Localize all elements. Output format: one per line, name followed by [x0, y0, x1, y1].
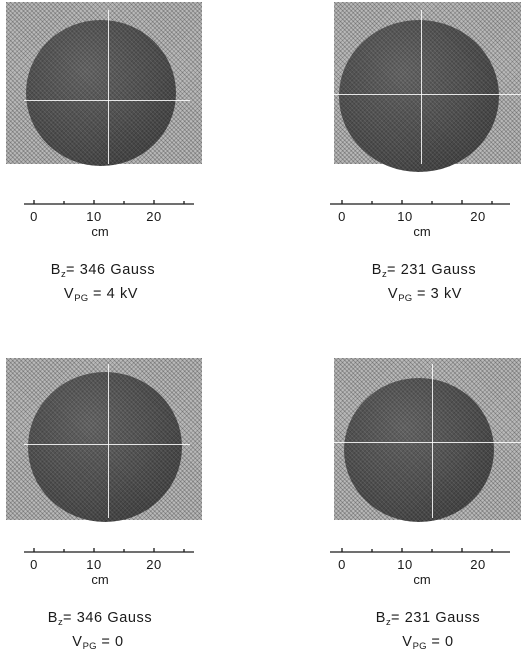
plasma-photo: [6, 2, 202, 166]
tick-label-20: 20: [470, 209, 486, 224]
crosshair-vertical: [432, 364, 433, 518]
plasma-photo: [334, 2, 521, 172]
caption-bz: Bz= 346 Gauss: [50, 262, 156, 280]
tick-label-20: 20: [146, 209, 162, 224]
caption-vpg: VPG = 4 kV: [63, 286, 139, 304]
tick-label-10: 10: [397, 209, 413, 224]
crosshair-horizontal: [334, 94, 521, 95]
caption-bz: Bz= 346 Gauss: [47, 610, 153, 628]
tick-label-20: 20: [470, 557, 486, 572]
crosshair-vertical: [108, 10, 109, 164]
tick-label-10: 10: [397, 557, 413, 572]
crosshair-horizontal: [24, 444, 190, 445]
unit-label: cm: [91, 224, 109, 239]
plasma-disk: [26, 20, 176, 166]
tick-label-0: 0: [30, 209, 38, 224]
ruler-line: [24, 200, 194, 205]
plasma-disk: [339, 20, 499, 172]
caption-vpg: VPG = 3 kV: [387, 286, 463, 304]
ruler-line: [24, 548, 194, 553]
unit-label: cm: [91, 572, 109, 587]
unit-label: cm: [413, 224, 431, 239]
tick-label-10: 10: [86, 557, 102, 572]
caption-bz: Bz= 231 Gauss: [371, 262, 477, 280]
caption-vpg: VPG = 0: [402, 634, 454, 652]
ruler-line: [330, 200, 510, 205]
crosshair-vertical: [108, 364, 109, 518]
tick-label-0: 0: [338, 209, 346, 224]
unit-label: cm: [413, 572, 431, 587]
plasma-disk: [344, 378, 494, 522]
crosshair-horizontal: [24, 100, 190, 101]
tick-label-10: 10: [86, 209, 102, 224]
plasma-photo: [334, 358, 521, 522]
tick-label-0: 0: [30, 557, 38, 572]
plasma-photo: [6, 358, 202, 522]
crosshair-horizontal: [334, 442, 521, 443]
caption-vpg: VPG = 0: [72, 634, 124, 652]
ruler-line: [330, 548, 510, 553]
tick-label-0: 0: [338, 557, 346, 572]
plasma-disk: [28, 372, 182, 522]
crosshair-vertical: [421, 10, 422, 164]
tick-label-20: 20: [146, 557, 162, 572]
caption-bz: Bz= 231 Gauss: [375, 610, 481, 628]
